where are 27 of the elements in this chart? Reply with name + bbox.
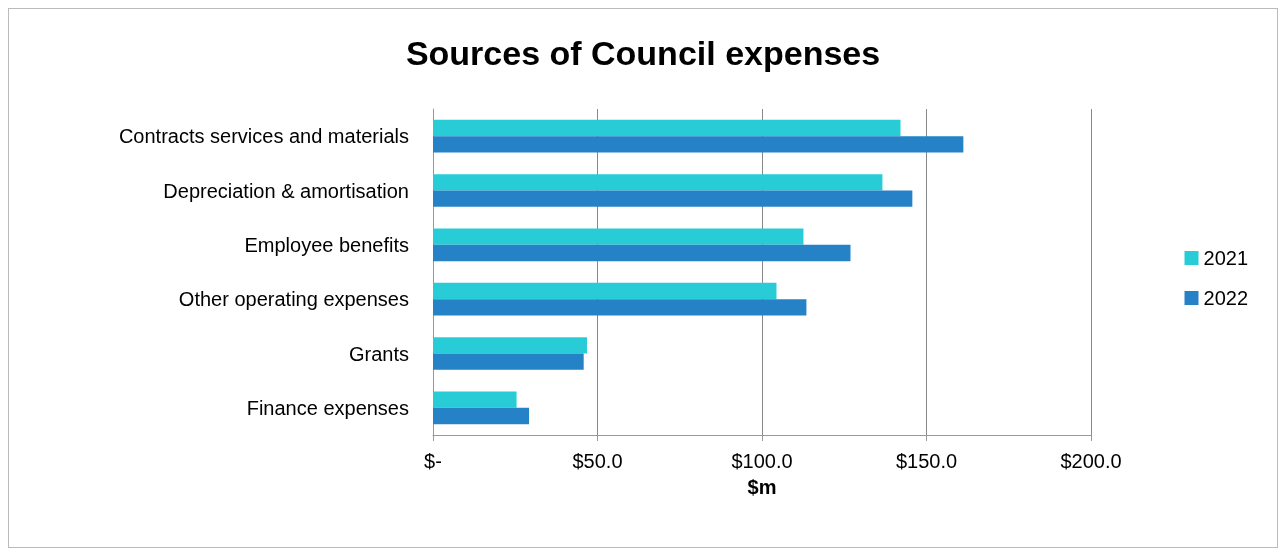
x-tick-label: $50.0 bbox=[572, 450, 623, 472]
chart-title: Sources of Council expenses bbox=[405, 34, 881, 72]
y-tick-label: Finance expenses bbox=[246, 396, 409, 419]
y-tick-label: Other operating expenses bbox=[178, 288, 409, 311]
bar bbox=[433, 190, 913, 207]
y-tick-label: Depreciation & amortisation bbox=[163, 179, 409, 202]
bar bbox=[433, 391, 517, 408]
x-axis-title: $m bbox=[747, 476, 777, 498]
bar bbox=[433, 119, 901, 137]
bar bbox=[433, 136, 964, 153]
legend-label: 2021 bbox=[1203, 247, 1249, 269]
bar bbox=[433, 174, 883, 191]
x-tick-label: $200.0 bbox=[1060, 450, 1122, 472]
legend-label: 2022 bbox=[1203, 287, 1249, 309]
bar bbox=[433, 282, 777, 300]
bar bbox=[433, 228, 804, 245]
y-tick-label: Contracts services and materials bbox=[118, 125, 409, 148]
bar bbox=[433, 337, 587, 354]
bar bbox=[433, 353, 584, 370]
bar bbox=[433, 299, 807, 316]
bar bbox=[433, 244, 851, 262]
y-tick-label: Employee benefits bbox=[244, 233, 409, 256]
x-tick-label: $150.0 bbox=[895, 450, 958, 472]
x-tick-label: $100.0 bbox=[731, 450, 793, 472]
x-tick-label: $- bbox=[424, 450, 442, 472]
y-tick-label: Grants bbox=[348, 342, 409, 365]
bar bbox=[433, 407, 530, 425]
